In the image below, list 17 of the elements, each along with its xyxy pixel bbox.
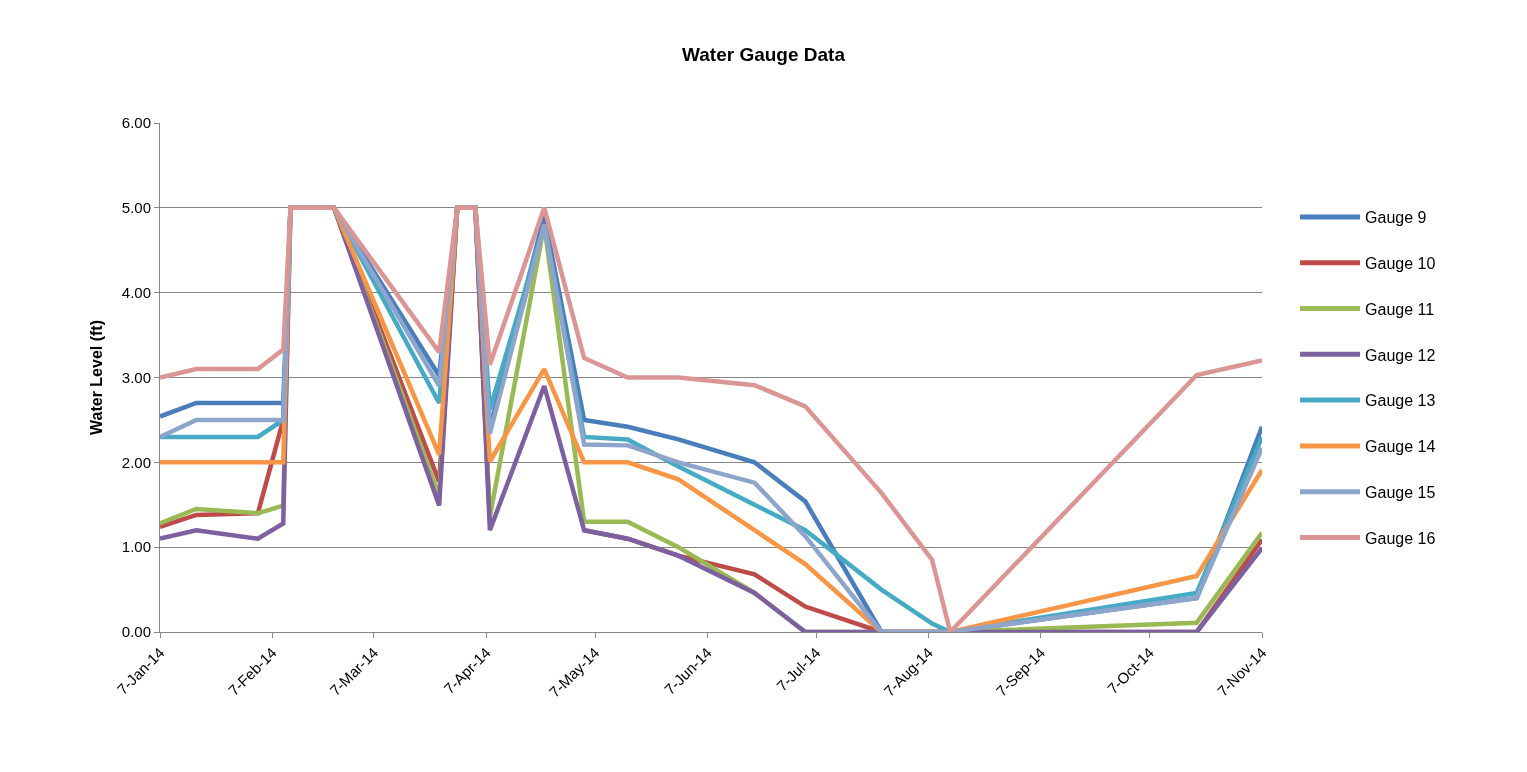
legend-label: Gauge 11 <box>1365 300 1435 318</box>
y-tick-label: 4.00 <box>121 283 151 301</box>
y-tick-label: 6.00 <box>121 114 151 132</box>
legend-label: Gauge 10 <box>1365 254 1436 272</box>
chart-title: Water Gauge Data <box>682 43 846 65</box>
y-tick-label: 0.00 <box>121 623 151 641</box>
y-tick-label: 2.00 <box>121 453 151 471</box>
y-tick-label: 1.00 <box>121 538 151 556</box>
y-axis-title: Water Level (ft) <box>87 320 105 435</box>
y-tick-label: 3.00 <box>121 368 151 386</box>
legend-label: Gauge 15 <box>1365 483 1436 501</box>
legend-label: Gauge 9 <box>1365 209 1427 227</box>
legend-label: Gauge 12 <box>1365 346 1436 364</box>
legend-label: Gauge 16 <box>1365 529 1436 547</box>
legend-label: Gauge 13 <box>1365 392 1436 410</box>
legend-label: Gauge 14 <box>1365 438 1436 456</box>
y-tick-label: 5.00 <box>121 199 151 217</box>
